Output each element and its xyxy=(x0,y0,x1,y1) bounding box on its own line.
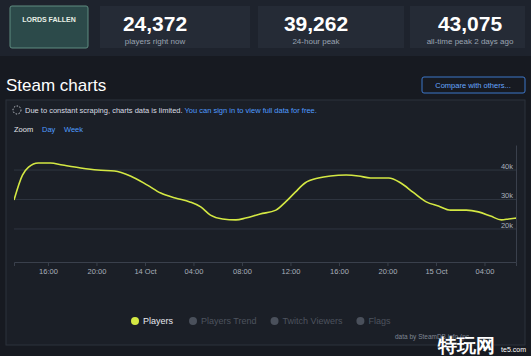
plot-area xyxy=(14,163,516,220)
x-tick-mark xyxy=(242,262,243,266)
x-tick-mark xyxy=(339,262,340,266)
zoom-option[interactable]: Day xyxy=(42,125,56,134)
legend-label[interactable]: Twitch Viewers xyxy=(283,316,343,326)
compare-button-text[interactable]: Compare with others... xyxy=(435,81,510,90)
header-bar xyxy=(0,0,531,56)
watermark: 特玩网 xyxy=(437,335,495,356)
page: LORDS FALLEN 24,372 players right now 39,26… xyxy=(0,0,531,356)
x-tick-label: 08:00 xyxy=(233,267,252,276)
x-tick-label: 16:00 xyxy=(39,267,58,276)
x-tick: 20:00 xyxy=(379,262,398,276)
x-tick: 04:00 xyxy=(185,262,204,276)
notice: Due to constant scraping, charts data is… xyxy=(25,106,317,115)
legend: Players Players Trend Twitch Viewers Flags xyxy=(131,316,391,326)
watermark-site: te5.com xyxy=(501,346,526,353)
x-tick-mark xyxy=(387,262,388,266)
y-tick-label: 30k xyxy=(501,191,513,200)
logo-frame xyxy=(10,6,88,48)
y-tick: 20k xyxy=(501,221,516,230)
grid-line xyxy=(14,228,516,229)
legend-swatch[interactable] xyxy=(189,317,197,325)
x-tick-label: 16:00 xyxy=(330,267,349,276)
stat-card xyxy=(100,6,250,48)
x-tick: 15 Oct xyxy=(425,262,448,276)
background xyxy=(0,0,531,356)
grid xyxy=(14,170,516,229)
x-tick-mark xyxy=(193,262,194,266)
x-tick-label: 20:00 xyxy=(88,267,107,276)
notice-icon xyxy=(13,106,21,114)
x-tick: 20:00 xyxy=(88,262,107,276)
notice-link[interactable]: You can sign in to view full data for fr… xyxy=(185,106,317,115)
x-tick-label: 15 Oct xyxy=(425,267,448,276)
stat-value: 24,372 xyxy=(123,12,187,35)
stat-label: 24-hour peak xyxy=(292,37,340,46)
legend-label[interactable]: Flags xyxy=(368,316,391,326)
logo-text: LORDS FALLEN xyxy=(22,16,76,23)
x-tick-label: 04:00 xyxy=(185,267,204,276)
x-tick: 14 Oct xyxy=(134,262,157,276)
stat-value: 39,262 xyxy=(284,12,348,35)
legend-swatch[interactable] xyxy=(356,317,364,325)
y-tick-label: 20k xyxy=(501,221,513,230)
x-tick: 08:00 xyxy=(233,262,252,276)
y-axis: 20k 30k 40k xyxy=(501,146,517,263)
notice-text: Due to constant scraping, charts data is… xyxy=(25,106,183,115)
x-tick-label: 04:00 xyxy=(476,267,495,276)
legend-label[interactable]: Players xyxy=(143,316,174,326)
logo xyxy=(10,6,88,48)
stat-label: all-time peak 2 days ago xyxy=(427,37,514,46)
x-tick-mark xyxy=(96,262,97,266)
x-tick-label: 20:00 xyxy=(379,267,398,276)
section-title: Steam charts xyxy=(6,76,106,95)
x-tick-label: 12:00 xyxy=(282,267,301,276)
y-tick: 40k xyxy=(501,162,516,171)
x-tick-mark xyxy=(290,262,291,266)
x-tick-mark xyxy=(48,262,49,266)
zoom-label: Zoom xyxy=(14,125,33,134)
grid-line xyxy=(14,199,516,200)
legend-label[interactable]: Players Trend xyxy=(201,316,257,326)
stat-card xyxy=(410,6,525,48)
header: LORDS FALLEN 24,372 players right now 39,26… xyxy=(0,0,531,56)
x-tick: 04:00 xyxy=(476,262,495,276)
y-tick-label: 40k xyxy=(501,162,513,171)
x-tick-mark xyxy=(436,262,437,266)
stat-label: players right now xyxy=(125,37,186,46)
x-tick: 16:00 xyxy=(39,262,58,276)
x-axis-line xyxy=(15,263,517,267)
y-tick: 30k xyxy=(501,191,516,200)
chart-panel xyxy=(6,100,525,345)
stat-value: 43,075 xyxy=(438,12,503,35)
x-axis: 16:00 20:00 14 Oct 04:00 08:00 12:00 16:00 20:0… xyxy=(15,262,517,276)
x-tick: 16:00 xyxy=(330,262,349,276)
compare-button[interactable] xyxy=(422,77,525,93)
x-tick-mark xyxy=(484,262,485,266)
x-tick: 12:00 xyxy=(282,262,301,276)
zoom-option[interactable]: Week xyxy=(64,125,83,134)
legend-swatch[interactable] xyxy=(131,317,139,325)
x-tick-label: 14 Oct xyxy=(134,267,157,276)
legend-swatch[interactable] xyxy=(271,317,279,325)
stat-card xyxy=(258,6,404,48)
x-tick-mark xyxy=(145,262,146,266)
y-axis-line xyxy=(516,146,517,263)
series-line xyxy=(14,163,516,220)
